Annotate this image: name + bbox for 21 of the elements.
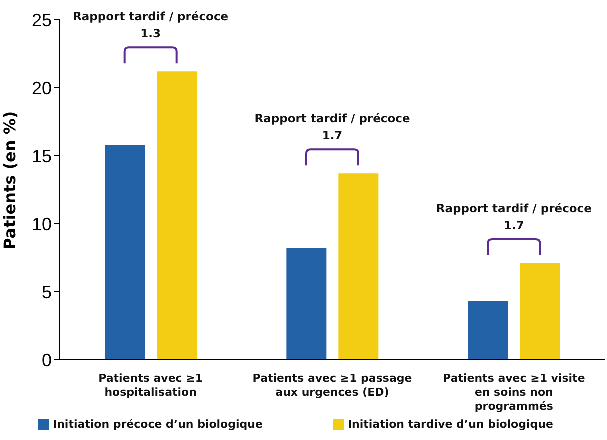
bar [105,145,145,360]
bar [157,72,197,360]
y-tick-label: 5 [42,282,52,302]
y-tick-label: 20 [32,78,52,98]
y-tick-label: 10 [32,214,52,234]
x-tick-label: Patients avec ≥1 hospitalisation [98,372,204,399]
y-tick-label: 15 [32,146,52,166]
legend-label: Initiation précoce d’un biologique [53,418,263,431]
y-tick-label: 25 [32,10,52,30]
x-tick-label: Patients avec ≥1 visite en soins non programmés [443,372,586,413]
annotation: Rapport tardif / précoce 1.7 [254,112,410,143]
legend-label: Initiation tardive d’un biologique [348,418,554,431]
bar [468,302,508,360]
annotation: Rapport tardif / précoce 1.3 [73,10,229,41]
bar [520,263,560,360]
y-axis-title: Patients (en %) [0,111,20,250]
bar [286,248,327,360]
annotation: Rapport tardif / précoce 1.7 [436,201,592,232]
bar [338,174,379,360]
x-tick-label: Patients avec ≥1 passage aux urgences (ED) [252,372,412,399]
y-tick-label: 0 [42,350,52,370]
